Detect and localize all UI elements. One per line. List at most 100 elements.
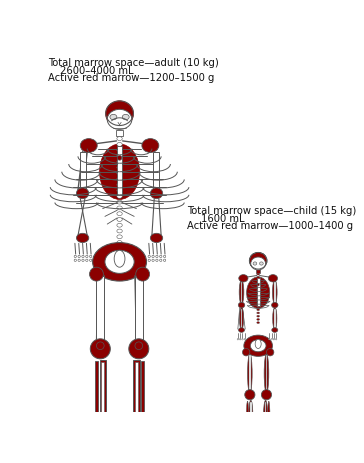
- Bar: [241, 282, 242, 303]
- Bar: [101, 362, 104, 416]
- Ellipse shape: [262, 438, 273, 444]
- Ellipse shape: [240, 308, 244, 330]
- Ellipse shape: [257, 319, 260, 321]
- Bar: [249, 356, 251, 392]
- Ellipse shape: [257, 290, 260, 292]
- Ellipse shape: [252, 444, 253, 445]
- Ellipse shape: [268, 401, 270, 432]
- Ellipse shape: [78, 256, 80, 258]
- Bar: [117, 146, 122, 195]
- Ellipse shape: [82, 256, 84, 258]
- Ellipse shape: [249, 444, 250, 445]
- Ellipse shape: [239, 281, 244, 305]
- Ellipse shape: [148, 256, 150, 258]
- Ellipse shape: [90, 339, 110, 359]
- Ellipse shape: [245, 390, 255, 400]
- Bar: [265, 402, 266, 432]
- Ellipse shape: [269, 339, 270, 340]
- Ellipse shape: [117, 213, 122, 216]
- Ellipse shape: [117, 206, 122, 210]
- Ellipse shape: [257, 283, 260, 285]
- Ellipse shape: [273, 339, 274, 340]
- Ellipse shape: [117, 258, 122, 262]
- Text: Total marrow space—adult (10 kg): Total marrow space—adult (10 kg): [48, 58, 219, 68]
- Ellipse shape: [257, 274, 260, 275]
- Ellipse shape: [78, 260, 80, 262]
- Bar: [256, 269, 260, 273]
- Ellipse shape: [117, 247, 122, 251]
- Ellipse shape: [271, 339, 272, 340]
- Ellipse shape: [257, 303, 260, 305]
- Ellipse shape: [163, 260, 166, 262]
- Ellipse shape: [152, 260, 154, 262]
- Ellipse shape: [266, 349, 274, 356]
- Ellipse shape: [249, 400, 253, 433]
- Ellipse shape: [117, 218, 122, 222]
- Ellipse shape: [86, 260, 88, 262]
- Bar: [80, 152, 87, 191]
- Bar: [96, 276, 104, 345]
- Ellipse shape: [117, 166, 122, 170]
- Ellipse shape: [257, 322, 260, 324]
- Ellipse shape: [152, 256, 154, 258]
- Ellipse shape: [238, 328, 245, 332]
- Bar: [274, 282, 276, 303]
- Ellipse shape: [106, 439, 108, 442]
- Ellipse shape: [74, 256, 76, 258]
- Ellipse shape: [117, 183, 122, 188]
- Ellipse shape: [117, 161, 122, 164]
- Ellipse shape: [250, 340, 266, 352]
- Ellipse shape: [247, 277, 270, 309]
- Ellipse shape: [131, 439, 133, 442]
- Ellipse shape: [260, 263, 263, 266]
- Ellipse shape: [242, 349, 250, 356]
- Ellipse shape: [245, 444, 246, 445]
- Ellipse shape: [257, 316, 260, 318]
- Ellipse shape: [246, 432, 254, 437]
- Ellipse shape: [95, 439, 97, 442]
- Ellipse shape: [257, 296, 260, 298]
- Ellipse shape: [150, 188, 163, 199]
- Ellipse shape: [142, 139, 159, 153]
- Ellipse shape: [117, 138, 122, 141]
- Ellipse shape: [159, 260, 162, 262]
- Ellipse shape: [257, 280, 260, 282]
- Ellipse shape: [150, 234, 163, 243]
- Ellipse shape: [90, 268, 103, 282]
- Ellipse shape: [261, 390, 272, 400]
- Ellipse shape: [264, 400, 268, 433]
- Ellipse shape: [251, 257, 266, 270]
- Ellipse shape: [105, 251, 134, 274]
- Ellipse shape: [273, 281, 277, 305]
- Ellipse shape: [131, 416, 145, 427]
- Ellipse shape: [246, 401, 249, 432]
- Ellipse shape: [135, 342, 143, 350]
- Ellipse shape: [76, 188, 89, 199]
- Ellipse shape: [92, 243, 146, 282]
- Ellipse shape: [268, 275, 278, 282]
- Ellipse shape: [117, 178, 122, 181]
- Bar: [99, 360, 106, 418]
- Ellipse shape: [249, 253, 267, 269]
- Text: Active red marrow—1200–1500 g: Active red marrow—1200–1500 g: [48, 73, 214, 83]
- Bar: [141, 361, 144, 417]
- Ellipse shape: [99, 144, 139, 200]
- Ellipse shape: [272, 328, 278, 332]
- Ellipse shape: [237, 339, 238, 340]
- Ellipse shape: [276, 339, 277, 340]
- Ellipse shape: [148, 260, 150, 262]
- Bar: [95, 361, 98, 417]
- Ellipse shape: [117, 235, 122, 239]
- Bar: [266, 356, 268, 392]
- Ellipse shape: [117, 241, 122, 245]
- Ellipse shape: [117, 189, 122, 193]
- Ellipse shape: [244, 335, 273, 357]
- Ellipse shape: [257, 300, 260, 301]
- Ellipse shape: [142, 439, 145, 442]
- Ellipse shape: [265, 444, 267, 445]
- Ellipse shape: [257, 277, 260, 279]
- Ellipse shape: [159, 256, 162, 258]
- Ellipse shape: [146, 439, 149, 442]
- Ellipse shape: [106, 102, 134, 128]
- Ellipse shape: [240, 339, 241, 340]
